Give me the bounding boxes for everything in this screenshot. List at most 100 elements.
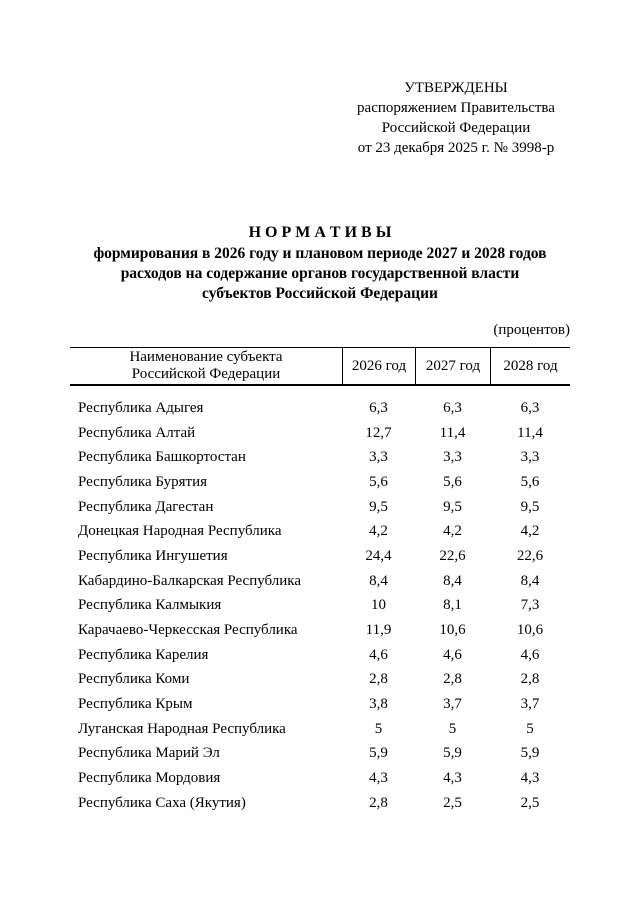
value-2026-cell: 8,4 — [369, 572, 388, 589]
value-2028-cell: 4,6 — [520, 646, 540, 663]
value-2026-cell: 24,4 — [365, 547, 392, 564]
table-row: Республика Марий Эл 5,9 5,9 5,9 — [70, 742, 570, 767]
value-2026-cell: 11,9 — [365, 622, 392, 639]
value-2027-cell: 4,6 — [443, 646, 462, 663]
approval-line: от 23 декабря 2025 г. № 3998-р — [357, 140, 555, 156]
approval-line: Российской Федерации — [381, 120, 531, 136]
table-row: Кабардино-Балкарская Республика 8,4 8,4 … — [70, 569, 570, 594]
value-2026-cell: 4,3 — [369, 770, 388, 787]
value-2028-cell: 11,4 — [517, 424, 543, 441]
subject-name-cell: Луганская Народная Республика — [78, 720, 286, 737]
value-2026-cell: 4,2 — [369, 523, 388, 540]
value-2028-cell: 2,5 — [520, 794, 540, 811]
value-2026-cell: 4,6 — [369, 646, 388, 663]
normatives-table: Наименование субъекта Российской Федерац… — [70, 347, 570, 816]
col-header-subject-line1: Наименование субъекта — [129, 349, 283, 365]
table-body: Республика Адыгея 6,3 6,3 6,3 Республика… — [70, 386, 570, 816]
col-header-2026: 2026 год — [342, 348, 415, 384]
value-2027-cell: 10,6 — [439, 622, 466, 639]
col-header-subject-line2: Российской Федерации — [131, 366, 281, 382]
value-2027-cell: 3,7 — [443, 696, 462, 713]
value-2026-cell: 3,8 — [369, 696, 388, 713]
table-row: Республика Алтай 12,7 11,4 11,4 — [70, 421, 570, 446]
document-title: Н О Р М А Т И В Ы — [248, 224, 392, 241]
value-2027-cell: 6,3 — [443, 399, 462, 416]
value-2028-cell: 5,6 — [520, 473, 540, 490]
subject-name-cell: Республика Дагестан — [78, 498, 214, 515]
table-row: Луганская Народная Республика 5 5 5 — [70, 717, 570, 742]
col-header-2027: 2027 год — [415, 348, 490, 384]
approval-line: УТВЕРЖДЕНЫ — [404, 80, 508, 96]
value-2027-cell: 11,4 — [439, 424, 466, 441]
subject-name-cell: Донецкая Народная Республика — [78, 523, 282, 540]
approval-stamp: УТВЕРЖДЕНЫ распоряжением Правительства Р… — [350, 78, 562, 158]
value-2027-cell: 4,2 — [443, 523, 462, 540]
value-2028-cell: 7,3 — [520, 597, 540, 614]
value-2028-cell: 22,6 — [516, 547, 544, 564]
value-2027-cell: 8,4 — [443, 572, 462, 589]
table-row: Донецкая Народная Республика 4,2 4,2 4,2 — [70, 519, 570, 544]
value-2028-cell: 9,5 — [520, 498, 540, 515]
value-2026-cell: 2,8 — [369, 794, 388, 811]
value-2028-cell: 6,3 — [520, 399, 540, 416]
table-row: Республика Саха (Якутия) 2,8 2,5 2,5 — [70, 791, 570, 816]
document-subtitle-line: субъектов Российской Федерации — [202, 285, 438, 302]
table-row: Республика Калмыкия 10 8,1 7,3 — [70, 594, 570, 619]
table-row: Республика Карелия 4,6 4,6 4,6 — [70, 643, 570, 668]
value-2026-cell: 3,3 — [369, 449, 388, 466]
value-2028-cell: 4,2 — [520, 523, 540, 540]
subject-name-cell: Республика Алтай — [78, 424, 196, 441]
subject-name-cell: Республика Калмыкия — [78, 597, 222, 614]
document-subtitle-line: расходов на содержание органов государст… — [120, 265, 520, 282]
value-2027-cell: 22,6 — [439, 547, 466, 564]
subject-name-cell: Республика Коми — [78, 671, 190, 688]
subject-name-cell: Республика Крым — [78, 696, 193, 713]
subject-name-cell: Республика Саха (Якутия) — [78, 794, 246, 811]
col-header-subject: Наименование субъекта Российской Федерац… — [70, 348, 342, 384]
subject-name-cell: Республика Ингушетия — [78, 547, 228, 564]
table-row: Республика Мордовия 4,3 4,3 4,3 — [70, 766, 570, 791]
subject-name-cell: Кабардино-Балкарская Республика — [78, 572, 302, 589]
table-row: Республика Бурятия 5,6 5,6 5,6 — [70, 470, 570, 495]
subject-name-cell: Республика Башкортостан — [78, 449, 246, 466]
table-row: Республика Адыгея 6,3 6,3 6,3 — [70, 396, 570, 421]
table-row: Республика Дагестан 9,5 9,5 9,5 — [70, 495, 570, 520]
value-2028-cell: 5 — [526, 720, 534, 737]
value-2026-cell: 10 — [371, 597, 386, 614]
value-2028-cell: 5,9 — [520, 745, 540, 762]
table-header-row: Наименование субъекта Российской Федерац… — [70, 347, 570, 386]
value-2026-cell: 5,9 — [369, 745, 388, 762]
table-row: Республика Башкортостан 3,3 3,3 3,3 — [70, 445, 570, 470]
value-2028-cell: 4,3 — [520, 770, 540, 787]
value-2027-cell: 5,9 — [443, 745, 462, 762]
value-2027-cell: 5 — [448, 720, 457, 737]
value-2026-cell: 12,7 — [365, 424, 392, 441]
table-row: Республика Крым 3,8 3,7 3,7 — [70, 692, 570, 717]
subject-name-cell: Республика Мордовия — [78, 770, 221, 787]
document-subtitle-line: формирования в 2026 году и плановом пери… — [93, 245, 547, 262]
value-2028-cell: 8,4 — [520, 572, 540, 589]
value-2028-cell: 3,3 — [520, 449, 540, 466]
unit-note: (процентов) — [493, 322, 570, 338]
subject-name-cell: Республика Марий Эл — [78, 745, 220, 762]
value-2026-cell: 9,5 — [369, 498, 388, 515]
subject-name-cell: Республика Бурятия — [78, 473, 208, 490]
value-2027-cell: 9,5 — [443, 498, 462, 515]
value-2027-cell: 3,3 — [443, 449, 462, 466]
table-row: Карачаево-Черкесская Республика 11,9 10,… — [70, 618, 570, 643]
value-2028-cell: 10,6 — [516, 622, 544, 639]
document-title-block: Н О Р М А Т И В Ы формирования в 2026 го… — [0, 222, 640, 304]
value-2028-cell: 2,8 — [520, 671, 540, 688]
subject-name-cell: Карачаево-Черкесская Республика — [78, 622, 298, 639]
subject-name-cell: Республика Адыгея — [78, 399, 204, 416]
subject-name-cell: Республика Карелия — [78, 646, 209, 663]
value-2026-cell: 6,3 — [369, 399, 388, 416]
value-2026-cell: 5 — [374, 720, 383, 737]
value-2027-cell: 5,6 — [443, 473, 462, 490]
value-2026-cell: 2,8 — [369, 671, 388, 688]
value-2027-cell: 2,8 — [443, 671, 462, 688]
table-row: Республика Коми 2,8 2,8 2,8 — [70, 668, 570, 693]
col-header-2028: 2028 год — [490, 348, 570, 384]
value-2027-cell: 2,5 — [443, 794, 462, 811]
